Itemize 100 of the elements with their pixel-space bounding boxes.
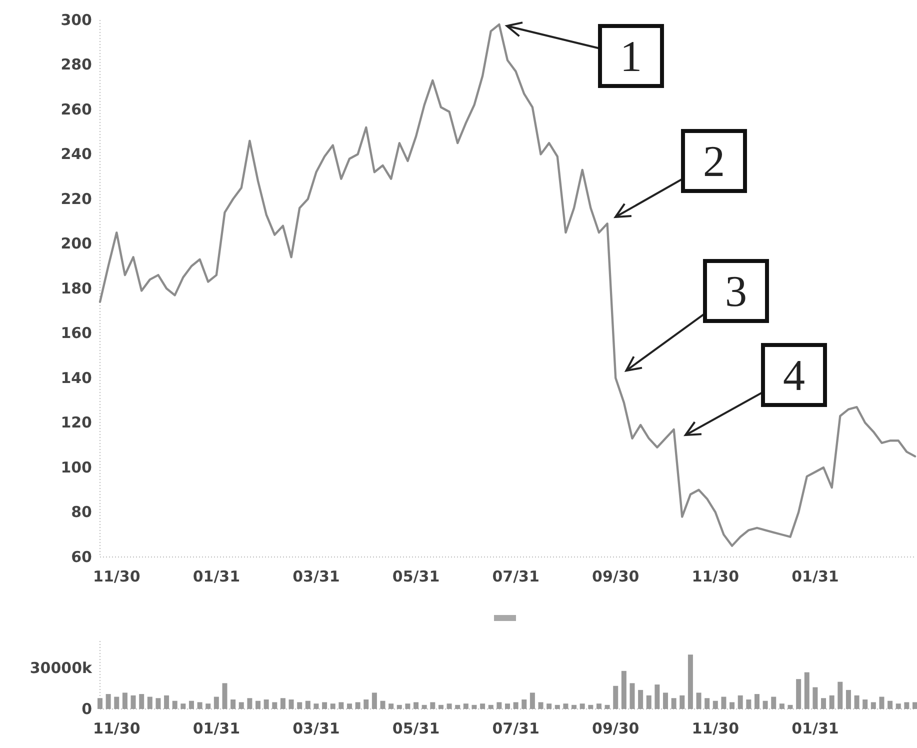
bar	[862, 699, 868, 709]
y-tick-label: 60	[71, 548, 92, 566]
bar	[812, 687, 818, 709]
bar	[621, 670, 626, 709]
x-tick-label: 11/30	[692, 568, 740, 586]
bar	[147, 696, 152, 709]
bar	[280, 698, 286, 709]
bar	[838, 682, 843, 709]
y-tick-label: 220	[60, 190, 92, 208]
bar	[238, 702, 244, 709]
bar	[771, 696, 776, 709]
bar	[730, 702, 735, 709]
bar	[538, 702, 544, 709]
bar	[247, 698, 252, 709]
bar	[712, 700, 718, 709]
annotation: 3	[725, 267, 747, 316]
bar	[704, 698, 710, 709]
bar	[139, 694, 144, 709]
bar	[829, 695, 834, 709]
bar	[580, 704, 585, 709]
bar	[604, 704, 610, 709]
y-tick-label: 200	[60, 234, 92, 253]
x-tick-label: 09/30	[592, 720, 640, 738]
bar	[488, 704, 494, 709]
y-tick-label: 280	[60, 56, 92, 74]
bar	[688, 654, 693, 709]
bar	[754, 694, 760, 709]
bar	[654, 684, 660, 709]
bar	[879, 696, 884, 709]
bar	[297, 702, 302, 709]
bar	[496, 702, 502, 709]
y-tick-label: 140	[60, 368, 92, 387]
x-tick-label: 09/30	[592, 568, 640, 586]
bar	[164, 695, 170, 709]
bar	[638, 690, 644, 709]
bar	[904, 702, 910, 709]
bar	[505, 704, 510, 709]
bar	[214, 696, 219, 709]
x-tick-label: 07/31	[492, 568, 540, 586]
bar	[414, 702, 419, 709]
bar	[663, 692, 668, 709]
bar	[422, 704, 427, 709]
bar	[438, 704, 444, 709]
y-tick-label: 30000k	[30, 659, 94, 677]
bar	[388, 704, 394, 709]
bar	[322, 702, 328, 709]
bar	[738, 695, 743, 709]
bar	[172, 700, 178, 709]
bar	[788, 704, 793, 709]
bar	[446, 704, 452, 709]
bar	[114, 696, 120, 709]
x-tick-label: 11/30	[692, 720, 740, 738]
y-tick-label: 240	[60, 145, 92, 164]
y-tick-label: 180	[60, 279, 92, 298]
x-tick-label: 11/30	[93, 568, 140, 586]
bar	[646, 695, 652, 709]
bar	[106, 694, 111, 709]
y-tick-label: 160	[60, 324, 92, 342]
bar	[613, 686, 618, 709]
y-tick-label: 300	[60, 10, 92, 29]
bar	[180, 704, 186, 709]
bar	[98, 698, 102, 709]
x-tick-label: 05/31	[392, 720, 440, 738]
bar	[455, 704, 460, 709]
bar	[206, 704, 211, 709]
bar	[721, 696, 726, 709]
bar	[230, 699, 236, 709]
bar	[472, 704, 477, 709]
bar	[338, 702, 344, 709]
bar	[696, 692, 702, 709]
bar	[346, 704, 352, 709]
bar	[762, 700, 768, 709]
bar	[330, 704, 336, 709]
bar	[680, 695, 685, 709]
bar	[272, 702, 278, 709]
bar	[912, 702, 917, 709]
y-tick-label: 260	[60, 100, 92, 118]
bar	[846, 690, 851, 709]
bar	[480, 704, 486, 709]
y-tick-label: 0	[82, 700, 92, 718]
bar	[796, 679, 802, 709]
bar	[804, 672, 810, 709]
bar	[596, 704, 602, 709]
y-tick-label: 100	[60, 458, 92, 476]
annotation: 4	[783, 351, 805, 400]
bar	[671, 698, 676, 709]
bar	[854, 695, 860, 709]
y-tick-label: 80	[71, 503, 92, 522]
line-series	[98, 23, 916, 547]
bar	[122, 692, 128, 709]
x-tick-label: 01/31	[192, 568, 240, 586]
x-tick-label: 11/30	[93, 720, 140, 738]
bar	[588, 704, 594, 709]
bar	[530, 692, 535, 709]
bar	[314, 704, 319, 709]
x-tick-label: 05/31	[392, 568, 440, 586]
bar	[130, 695, 136, 709]
bar	[380, 700, 386, 709]
bar	[396, 704, 402, 709]
bar	[430, 702, 436, 709]
